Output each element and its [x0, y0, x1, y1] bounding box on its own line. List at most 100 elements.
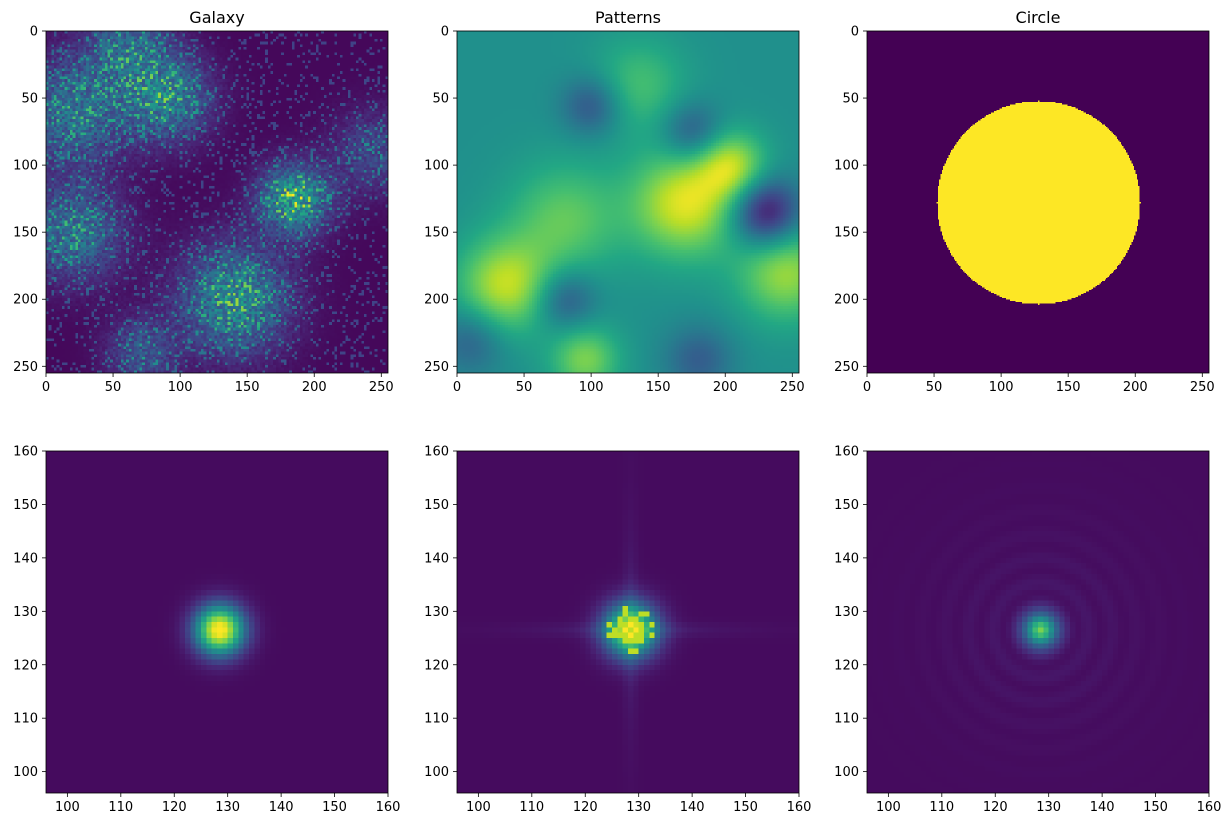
x-tick-label: 160	[1197, 800, 1222, 815]
x-tick-label: 100	[876, 800, 901, 815]
x-tick-label: 140	[1090, 800, 1115, 815]
x-tick-label: 0	[453, 380, 461, 395]
y-tick-label: 150	[834, 226, 859, 241]
subplot-5: 100 110 120 130 140 150 160 100 110 120 130 140 150 1…	[424, 445, 811, 816]
x-tick-label: 100	[466, 800, 491, 815]
y-tick-label: 200	[834, 293, 859, 308]
y-tick-label: 110	[424, 712, 449, 727]
x-tick-label: 150	[1143, 800, 1168, 815]
y-tick-label: 100	[424, 765, 449, 780]
subplot-title: Patterns	[595, 8, 661, 27]
x-tick-label: 0	[863, 380, 871, 395]
y-tick-label: 50	[842, 92, 859, 107]
y-tick-label: 150	[13, 498, 38, 513]
subplot-title: Circle	[1016, 8, 1061, 27]
y-tick-label: 130	[834, 605, 859, 620]
y-tick-label: 110	[834, 712, 859, 727]
subplot-3: Circle 0 50 100 150 200 250 0 50 100 150 200 250	[834, 8, 1215, 395]
x-tick-label: 140	[680, 800, 705, 815]
heatmap-image	[46, 31, 388, 373]
y-tick-label: 250	[424, 360, 449, 375]
subplot-6: 100 110 120 130 140 150 160 100 110 120 130 140 150 1…	[834, 445, 1221, 816]
x-tick-label: 250	[1190, 380, 1215, 395]
y-tick-label: 100	[13, 159, 38, 174]
x-tick-label: 120	[162, 800, 187, 815]
subplot-2: Patterns 0 50 100 150 200 250 0 50 100 150 200 250	[424, 8, 805, 395]
y-tick-label: 160	[13, 445, 38, 460]
x-tick-label: 100	[989, 380, 1014, 395]
y-tick-label: 100	[13, 765, 38, 780]
subplot-title: Galaxy	[189, 8, 244, 27]
y-tick-label: 250	[13, 360, 38, 375]
heatmap-image	[867, 31, 1209, 373]
x-tick-label: 130	[215, 800, 240, 815]
y-tick-label: 150	[834, 498, 859, 513]
y-tick-label: 50	[21, 92, 38, 107]
axes-frame	[456, 30, 800, 374]
heatmap-image	[46, 451, 388, 793]
x-tick-label: 110	[519, 800, 544, 815]
y-tick-label: 140	[424, 551, 449, 566]
y-tick-label: 140	[834, 551, 859, 566]
x-tick-label: 150	[235, 380, 260, 395]
x-tick-label: 250	[780, 380, 805, 395]
y-tick-label: 150	[424, 226, 449, 241]
x-tick-label: 120	[573, 800, 598, 815]
x-tick-label: 250	[369, 380, 394, 395]
x-tick-label: 140	[269, 800, 294, 815]
y-tick-label: 0	[30, 25, 38, 40]
y-tick-label: 0	[851, 25, 859, 40]
y-tick-label: 250	[834, 360, 859, 375]
subplot-1: Galaxy 0 50 100 150 200 250 0 50 100 150 200 250	[13, 8, 394, 395]
y-tick-label: 150	[13, 226, 38, 241]
y-tick-label: 200	[424, 293, 449, 308]
y-tick-label: 100	[834, 765, 859, 780]
x-tick-label: 200	[302, 380, 327, 395]
x-tick-label: 0	[42, 380, 50, 395]
x-tick-label: 150	[322, 800, 347, 815]
y-tick-label: 120	[424, 658, 449, 673]
x-tick-label: 160	[787, 800, 812, 815]
y-tick-label: 110	[13, 712, 38, 727]
heatmap-image	[457, 451, 799, 793]
axes-frame	[456, 450, 800, 794]
heatmap-image	[457, 31, 799, 373]
heatmap-image	[867, 451, 1209, 793]
axes-frame	[866, 30, 1210, 374]
x-tick-label: 120	[983, 800, 1008, 815]
subplot-4: 100 110 120 130 140 150 160 100 110 120 130 140 150 1…	[13, 445, 400, 816]
y-tick-label: 160	[834, 445, 859, 460]
x-tick-label: 50	[105, 380, 122, 395]
x-tick-label: 130	[626, 800, 651, 815]
x-tick-label: 100	[168, 380, 193, 395]
y-tick-label: 120	[13, 658, 38, 673]
x-tick-label: 150	[1056, 380, 1081, 395]
y-tick-label: 100	[424, 159, 449, 174]
y-tick-label: 100	[834, 159, 859, 174]
y-tick-label: 50	[432, 92, 449, 107]
y-tick-label: 120	[834, 658, 859, 673]
y-tick-label: 200	[13, 293, 38, 308]
x-tick-label: 160	[376, 800, 401, 815]
y-tick-label: 0	[441, 25, 449, 40]
x-tick-label: 150	[646, 380, 671, 395]
y-tick-label: 140	[13, 551, 38, 566]
x-tick-label: 200	[1123, 380, 1148, 395]
y-tick-label: 150	[424, 498, 449, 513]
y-tick-label: 160	[424, 445, 449, 460]
x-tick-label: 50	[516, 380, 533, 395]
x-tick-label: 100	[579, 380, 604, 395]
axes-frame	[45, 30, 389, 374]
axes-frame	[45, 450, 389, 794]
x-tick-label: 150	[733, 800, 758, 815]
y-tick-label: 130	[424, 605, 449, 620]
x-tick-label: 110	[929, 800, 954, 815]
x-tick-label: 130	[1036, 800, 1061, 815]
y-tick-label: 130	[13, 605, 38, 620]
axes-frame	[866, 450, 1210, 794]
x-tick-label: 50	[926, 380, 943, 395]
x-tick-label: 110	[108, 800, 133, 815]
x-tick-label: 100	[55, 800, 80, 815]
x-tick-label: 200	[713, 380, 738, 395]
